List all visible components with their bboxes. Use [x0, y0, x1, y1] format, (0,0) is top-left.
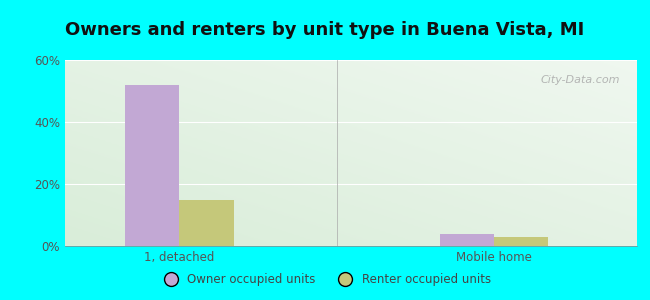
- Bar: [179, 200, 234, 246]
- Text: Owners and renters by unit type in Buena Vista, MI: Owners and renters by unit type in Buena…: [66, 21, 584, 39]
- Legend: Owner occupied units, Renter occupied units: Owner occupied units, Renter occupied un…: [154, 269, 496, 291]
- Bar: [439, 234, 494, 246]
- Text: City-Data.com: City-Data.com: [540, 75, 620, 85]
- Bar: [494, 237, 549, 246]
- Bar: [125, 85, 179, 246]
